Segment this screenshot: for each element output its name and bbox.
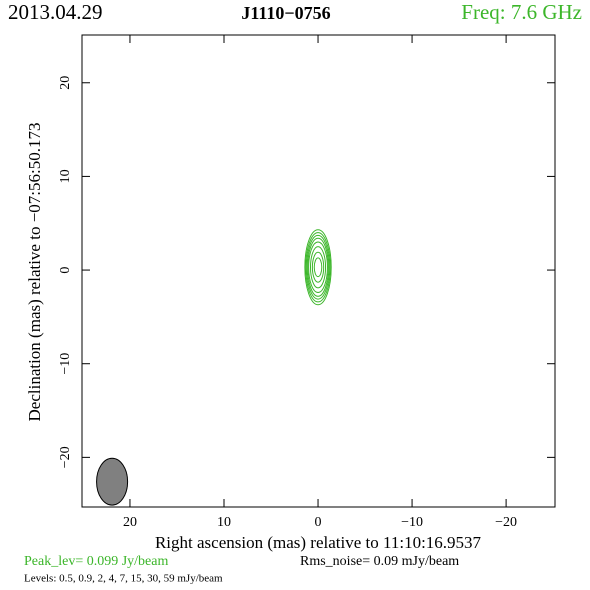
contour-levels: Levels: 0.5, 0.9, 2, 4, 7, 15, 30, 59 mJ…: [24, 573, 223, 585]
y-tick-label: −20: [58, 446, 73, 468]
y-tick-label: −10: [58, 353, 73, 375]
chart-title: J1110−0756: [241, 3, 330, 23]
contour: [313, 257, 323, 278]
x-tick-label: 20: [123, 515, 137, 530]
x-axis-label: Right ascension (mas) relative to 11:10:…: [155, 533, 482, 552]
y-axis-label: Declination (mas) relative to −07:56:50.…: [25, 123, 44, 422]
plot-frame: [81, 34, 556, 508]
beam: [96, 457, 129, 506]
y-tick-label: 20: [58, 76, 73, 90]
contour: [304, 229, 332, 306]
x-tick-label: 10: [217, 515, 231, 530]
x-tick-label: −10: [401, 515, 423, 530]
y-tick-label: 10: [58, 169, 73, 183]
date: 2013.04.29: [8, 0, 103, 24]
contour: [308, 241, 328, 294]
x-tick-label: 0: [315, 515, 322, 530]
contour: [306, 234, 330, 300]
x-tick-label: −20: [495, 515, 517, 530]
contour: [311, 251, 325, 283]
rms-noise: Rms_noise= 0.09 mJy/beam: [300, 554, 459, 569]
y-tick-label: 0: [58, 267, 73, 274]
contour: [305, 232, 331, 303]
contour: [307, 237, 329, 297]
frequency: Freq: 7.6 GHz: [461, 0, 582, 24]
contour: [310, 246, 327, 289]
peak-level: Peak_lev= 0.099 Jy/beam: [24, 554, 168, 569]
